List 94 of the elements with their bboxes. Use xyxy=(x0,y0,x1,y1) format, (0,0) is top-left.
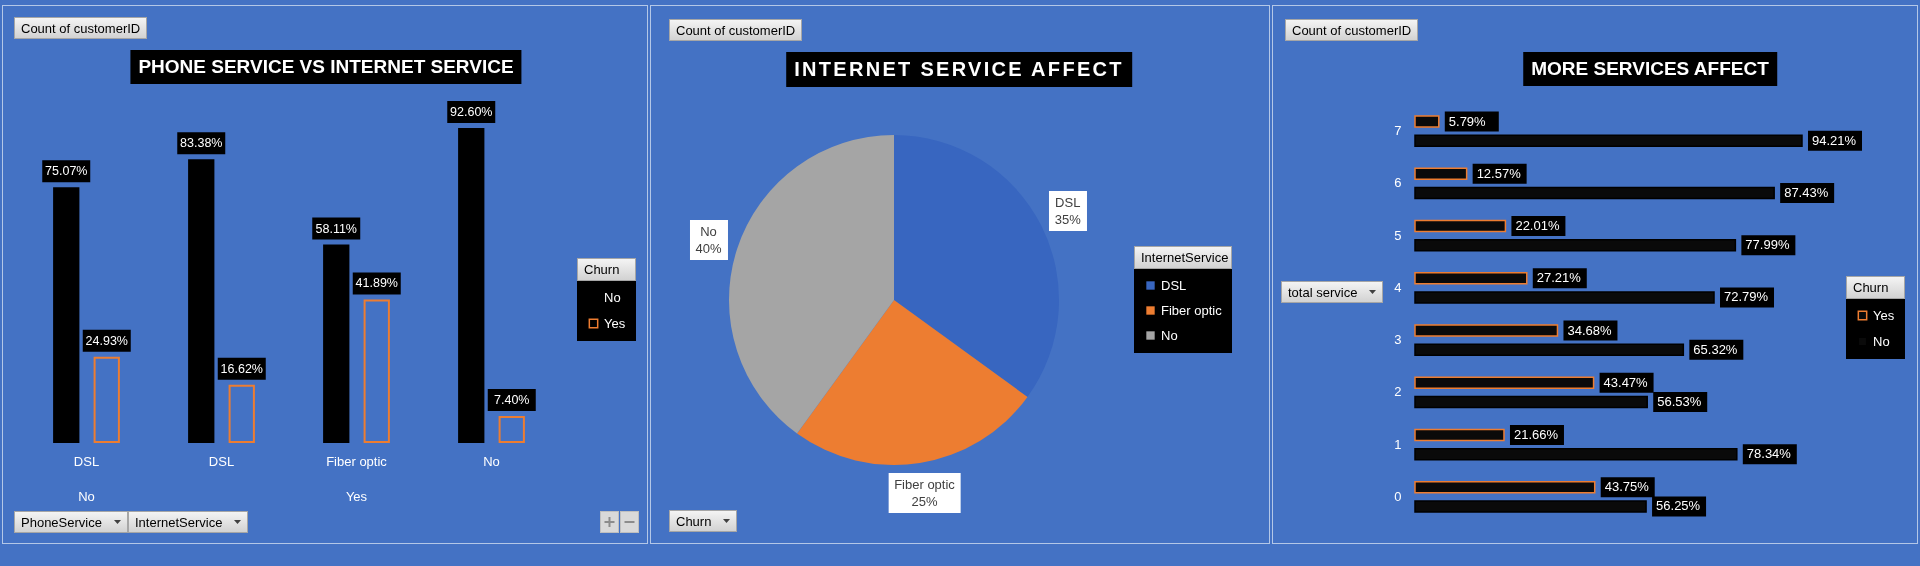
x-tick-label: Fiber optic xyxy=(326,453,388,469)
data-label: 35% xyxy=(1054,212,1081,228)
data-label: 56.25% xyxy=(1656,498,1701,514)
data-label: 77.99% xyxy=(1745,237,1790,253)
data-label: 40% xyxy=(695,240,722,256)
field-button: Count of customerID xyxy=(669,19,803,41)
legend-label: No xyxy=(1161,327,1178,343)
data-label: 34.68% xyxy=(1567,322,1612,338)
bar xyxy=(323,244,350,443)
y-tick-label: 0 xyxy=(1394,488,1402,504)
data-label: 5.79% xyxy=(1448,113,1487,129)
chart-title: MORE SERVICES AFFECT xyxy=(1523,52,1777,86)
data-label: 12.57% xyxy=(1476,165,1522,181)
text: No xyxy=(604,289,621,305)
bar xyxy=(1414,186,1775,200)
y-tick-label: 2 xyxy=(1394,384,1402,400)
data-label: 21.66% xyxy=(1513,427,1559,443)
field-button: InternetService xyxy=(127,511,249,533)
text: Yes xyxy=(345,489,368,504)
bar xyxy=(1414,134,1803,148)
x-tick-label: No xyxy=(483,453,500,469)
bar xyxy=(363,299,390,443)
bar xyxy=(1414,324,1559,337)
slice-label: Fiber optic xyxy=(894,476,955,492)
bar xyxy=(1414,115,1440,128)
data-label: 56.53% xyxy=(1657,393,1702,409)
slice-label: DSL xyxy=(1055,195,1081,211)
chart-title: INTERNET SERVICE AFFECT xyxy=(786,52,1132,87)
bar xyxy=(53,187,80,443)
bar xyxy=(188,159,215,443)
data-label: 72.79% xyxy=(1724,289,1769,305)
bar xyxy=(1414,291,1715,304)
legend-label: No xyxy=(1873,333,1890,349)
data-label: 83.38% xyxy=(180,136,223,151)
bar xyxy=(93,356,120,443)
data-label: 75.07% xyxy=(45,164,88,179)
y-tick-label: 1 xyxy=(1394,436,1402,452)
legend-title: InternetService xyxy=(1141,250,1229,265)
data-label: 16.62% xyxy=(220,361,263,376)
slice-label: No xyxy=(700,223,717,239)
x-tick-label: DSL xyxy=(73,453,100,469)
bar xyxy=(1414,219,1507,233)
data-label: 43.75% xyxy=(1604,479,1650,495)
field-button: Count of customerID xyxy=(14,17,148,39)
legend-title: Churn xyxy=(584,262,620,277)
pie-slice xyxy=(797,300,1028,465)
y-tick-label: 6 xyxy=(1394,175,1402,191)
text: No xyxy=(78,489,95,504)
field-button: Churn xyxy=(669,510,738,532)
legend-title: Churn xyxy=(1853,280,1889,295)
pie-slice xyxy=(729,135,894,434)
bar xyxy=(228,384,255,443)
legend-label: Yes xyxy=(1873,307,1895,323)
field-button: Churn xyxy=(1846,276,1905,299)
data-label: 92.60% xyxy=(450,105,493,119)
bar xyxy=(1414,500,1647,513)
data-label: 24.93% xyxy=(85,333,128,348)
bar xyxy=(458,128,485,443)
bar xyxy=(1414,376,1595,390)
data-label: 25% xyxy=(911,493,938,509)
legend-label: Yes xyxy=(604,315,626,331)
bar xyxy=(1414,238,1737,252)
bar xyxy=(1414,271,1528,285)
y-tick-label: 7 xyxy=(1394,123,1402,139)
field-button: PhoneService xyxy=(14,511,128,533)
x-tick-label: DSL xyxy=(208,453,235,469)
chart-title: PHONE SERVICE VS INTERNET SERVICE xyxy=(130,50,522,84)
bar xyxy=(1414,447,1738,461)
bar xyxy=(1414,480,1596,494)
data-label: 65.32% xyxy=(1693,341,1738,357)
data-label: 78.34% xyxy=(1746,446,1792,462)
y-axis-title: total service xyxy=(1288,284,1358,300)
data-label: 43.47% xyxy=(1603,374,1649,390)
bar xyxy=(1414,167,1468,181)
data-label: 58.11% xyxy=(315,221,357,236)
data-label: 22.01% xyxy=(1515,218,1560,234)
data-label: 87.43% xyxy=(1784,184,1829,200)
data-label: 27.21% xyxy=(1536,270,1582,286)
field-button: InternetService xyxy=(1134,246,1232,269)
bar xyxy=(1414,395,1648,409)
data-label: 94.21% xyxy=(1812,132,1857,148)
field-button: total service xyxy=(1281,281,1384,303)
legend-label: Fiber optic xyxy=(1161,302,1223,318)
bar xyxy=(1414,343,1685,357)
y-tick-label: 4 xyxy=(1394,279,1402,295)
y-tick-label: 3 xyxy=(1394,332,1402,348)
data-label: 7.40% xyxy=(494,392,530,407)
field-button: Count of customerID xyxy=(1285,19,1419,41)
bar xyxy=(498,415,525,443)
y-tick-label: 5 xyxy=(1394,227,1402,243)
bar xyxy=(1414,428,1505,442)
field-button: Churn xyxy=(577,258,636,281)
data-label: 41.89% xyxy=(355,276,398,291)
legend-label: DSL xyxy=(1161,277,1187,293)
